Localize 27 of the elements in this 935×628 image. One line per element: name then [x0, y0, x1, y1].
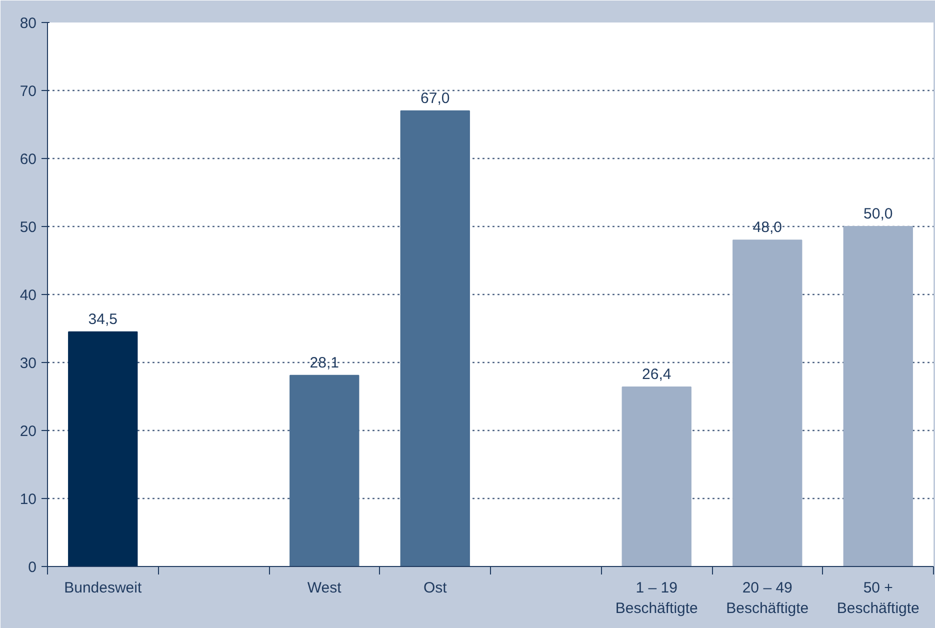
data-label: 34,5 — [88, 310, 118, 328]
y-tick-label: 0 — [28, 559, 36, 576]
bar — [68, 331, 138, 566]
y-tick-label: 10 — [20, 491, 37, 508]
data-label: 28,1 — [310, 354, 339, 372]
x-tick-label: 1 – 19 Beschäftigte — [615, 580, 698, 617]
y-tick-label: 60 — [20, 151, 37, 168]
bar — [843, 226, 913, 566]
x-tick-label: Bundesweit — [64, 580, 142, 596]
data-label: 48,0 — [752, 219, 782, 236]
y-tick-label: 30 — [20, 355, 37, 372]
data-label: 50,0 — [864, 206, 893, 222]
y-tick-label: 70 — [20, 83, 37, 100]
x-tick-label: 50 + Beschäftigte — [836, 580, 920, 617]
y-tick-label: 80 — [20, 15, 37, 32]
data-label: 26,4 — [642, 366, 672, 383]
bar — [290, 374, 360, 566]
x-tick-label: 20 – 49 Beschäftigte — [726, 580, 809, 617]
data-label: 67,0 — [420, 90, 450, 107]
y-tick-label: 20 — [20, 423, 37, 440]
y-tick-label: 50 — [20, 219, 37, 236]
bar — [400, 110, 470, 566]
x-tick-label: Ost — [423, 580, 448, 596]
bar — [622, 386, 692, 566]
bar — [732, 240, 802, 566]
x-tick-label: West — [307, 580, 342, 596]
y-tick-label: 40 — [20, 287, 37, 304]
